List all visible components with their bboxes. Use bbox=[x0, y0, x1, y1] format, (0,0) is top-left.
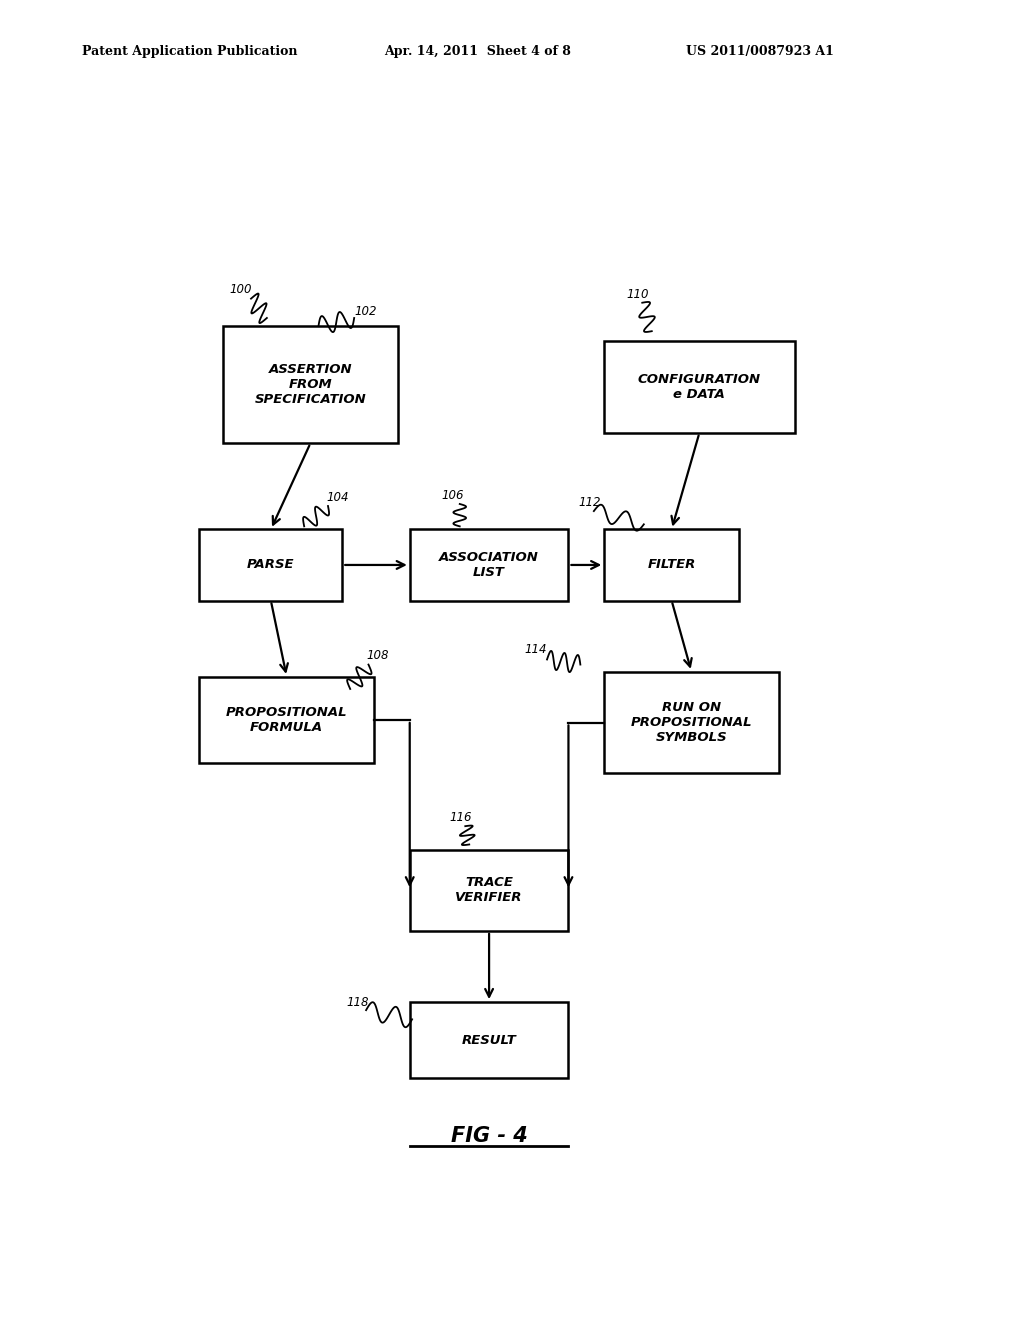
Bar bbox=[410, 850, 568, 931]
Text: CONFIGURATION
e DATA: CONFIGURATION e DATA bbox=[638, 374, 761, 401]
Text: 108: 108 bbox=[367, 648, 388, 661]
Text: US 2011/0087923 A1: US 2011/0087923 A1 bbox=[686, 45, 834, 58]
Bar bbox=[200, 677, 374, 763]
Text: 114: 114 bbox=[524, 643, 547, 656]
Text: 118: 118 bbox=[346, 997, 369, 1008]
Text: Apr. 14, 2011  Sheet 4 of 8: Apr. 14, 2011 Sheet 4 of 8 bbox=[384, 45, 570, 58]
Bar bbox=[223, 326, 397, 444]
Text: ASSERTION
FROM
SPECIFICATION: ASSERTION FROM SPECIFICATION bbox=[255, 363, 367, 407]
Text: 100: 100 bbox=[229, 282, 252, 296]
Text: Patent Application Publication: Patent Application Publication bbox=[82, 45, 297, 58]
Text: PROPOSITIONAL
FORMULA: PROPOSITIONAL FORMULA bbox=[226, 706, 347, 734]
Text: ASSOCIATION
LIST: ASSOCIATION LIST bbox=[439, 550, 539, 579]
Text: 110: 110 bbox=[627, 288, 649, 301]
Text: RUN ON
PROPOSITIONAL
SYMBOLS: RUN ON PROPOSITIONAL SYMBOLS bbox=[631, 701, 753, 744]
Bar bbox=[604, 672, 778, 774]
Bar bbox=[410, 1002, 568, 1078]
Text: FILTER: FILTER bbox=[647, 558, 695, 572]
Text: 104: 104 bbox=[327, 491, 349, 504]
Text: 112: 112 bbox=[578, 496, 600, 510]
Bar bbox=[604, 342, 795, 433]
Bar bbox=[410, 529, 568, 601]
Text: 106: 106 bbox=[441, 488, 464, 502]
Bar bbox=[604, 529, 739, 601]
Text: TRACE
VERIFIER: TRACE VERIFIER bbox=[456, 876, 523, 904]
Text: RESULT: RESULT bbox=[462, 1034, 516, 1047]
Bar bbox=[200, 529, 342, 601]
Text: 116: 116 bbox=[450, 812, 472, 824]
Text: PARSE: PARSE bbox=[247, 558, 295, 572]
Text: FIG - 4: FIG - 4 bbox=[451, 1126, 527, 1146]
Text: 102: 102 bbox=[354, 305, 377, 318]
